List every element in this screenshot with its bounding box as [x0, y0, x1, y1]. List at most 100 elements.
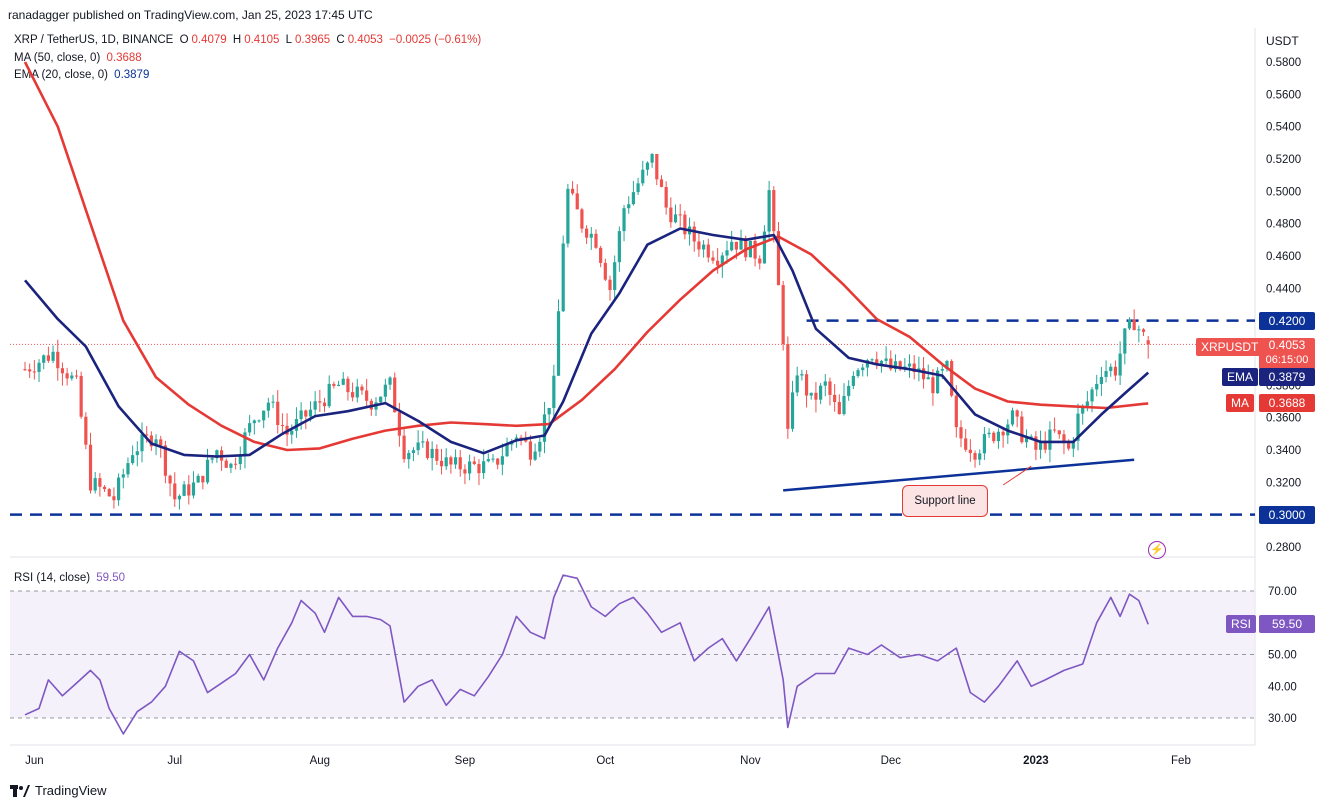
price-tick-label: 0.5400	[1266, 122, 1301, 134]
rsi-legend[interactable]: RSI (14, close) 59.50	[14, 572, 128, 584]
candle	[346, 376, 350, 401]
candle	[430, 441, 434, 471]
candle-body	[762, 231, 767, 264]
candle-body	[257, 420, 261, 422]
candle-body	[748, 240, 752, 258]
candle-body	[491, 458, 495, 460]
candle	[702, 240, 706, 258]
candle	[566, 184, 570, 248]
candle-body	[664, 186, 668, 208]
candle	[683, 210, 687, 240]
level-low-tag: 0.3000	[1259, 506, 1315, 524]
candle	[772, 186, 776, 243]
candle	[907, 354, 912, 378]
candle	[60, 362, 65, 386]
candle	[800, 369, 804, 381]
candle-body	[177, 495, 182, 500]
price-tick-label: 0.2800	[1266, 542, 1301, 554]
candle-body	[645, 162, 650, 170]
tradingview-logo-icon	[10, 784, 30, 797]
candle-body	[959, 427, 963, 439]
open-value: 0.4079	[191, 34, 227, 46]
last-price-value: 0.4053	[1268, 338, 1306, 352]
candle-body	[706, 244, 710, 258]
candle	[84, 412, 88, 450]
candle	[594, 229, 598, 249]
candle	[23, 361, 27, 371]
time-tick-label: Jun	[25, 755, 44, 767]
candle-body	[23, 369, 27, 371]
candle	[870, 358, 874, 363]
time-tick-label: Aug	[310, 755, 330, 767]
candle	[608, 275, 612, 301]
candle-body	[631, 192, 635, 205]
candle-body	[973, 453, 977, 460]
ema-legend[interactable]: EMA (20, close, 0) 0.3879	[14, 69, 152, 81]
candle	[262, 410, 266, 429]
candle-body	[1020, 416, 1024, 443]
candle-body	[842, 395, 846, 415]
candle	[982, 426, 986, 460]
candle	[1076, 403, 1080, 451]
candle-body	[655, 154, 659, 180]
candle-body	[1109, 366, 1113, 372]
candle	[304, 409, 308, 430]
candle-body	[135, 451, 139, 456]
candle	[828, 377, 832, 406]
candle-body	[79, 375, 83, 417]
candle-body	[711, 257, 715, 261]
candle-body	[70, 375, 74, 379]
candle-body	[622, 208, 626, 232]
candle-body	[861, 367, 865, 371]
candle-body	[950, 361, 954, 396]
rsi-tick-label: 70.00	[1268, 586, 1297, 598]
candle	[706, 238, 710, 263]
candle	[1020, 411, 1024, 444]
price-tick-label: 0.4800	[1266, 219, 1301, 231]
candle	[931, 369, 935, 406]
candle-body	[936, 370, 940, 394]
tradingview-brand: TradingView	[35, 783, 107, 798]
tradingview-logo[interactable]: TradingView	[10, 783, 107, 798]
candle-body	[229, 463, 233, 468]
candle-body	[1123, 328, 1127, 354]
price-tick-label: 0.5600	[1266, 89, 1301, 101]
candle	[74, 369, 79, 379]
candle	[500, 443, 504, 476]
rsi-tick-label: 30.00	[1268, 713, 1297, 725]
candle	[121, 468, 125, 489]
symbol-label: XRP / TetherUS, 1D, BINANCE	[14, 34, 174, 46]
candle	[889, 350, 893, 372]
candle	[336, 380, 341, 387]
candle	[847, 380, 851, 401]
support-trendline	[783, 458, 1135, 492]
candle	[814, 382, 818, 413]
candle	[196, 473, 200, 483]
candle	[575, 184, 579, 210]
candle-body	[266, 402, 270, 411]
price-tick-label: 0.5200	[1266, 154, 1301, 166]
candle	[70, 371, 74, 381]
candle-body	[1048, 429, 1052, 450]
candle-body	[37, 362, 41, 372]
candle-body	[416, 442, 420, 451]
candle	[1001, 428, 1005, 448]
candle-body	[1099, 376, 1103, 384]
lightning-icon[interactable]: ⚡	[1148, 541, 1166, 559]
candle-body	[402, 435, 406, 460]
candle-body	[814, 392, 818, 400]
candle-body	[430, 448, 434, 459]
candle	[318, 389, 322, 412]
candle-body	[716, 260, 720, 266]
candle-body	[1067, 443, 1071, 449]
last-price-tag: 0.4053 06:15:00	[1259, 338, 1315, 370]
candle-body	[51, 351, 55, 361]
candle-body	[847, 385, 851, 396]
candle	[271, 394, 275, 409]
candle	[177, 494, 182, 510]
candle-body	[987, 432, 991, 435]
rsi-tag: RSI	[1226, 615, 1257, 633]
ma-legend[interactable]: MA (50, close, 0) 0.3688	[14, 52, 145, 64]
candle-body	[533, 451, 537, 460]
